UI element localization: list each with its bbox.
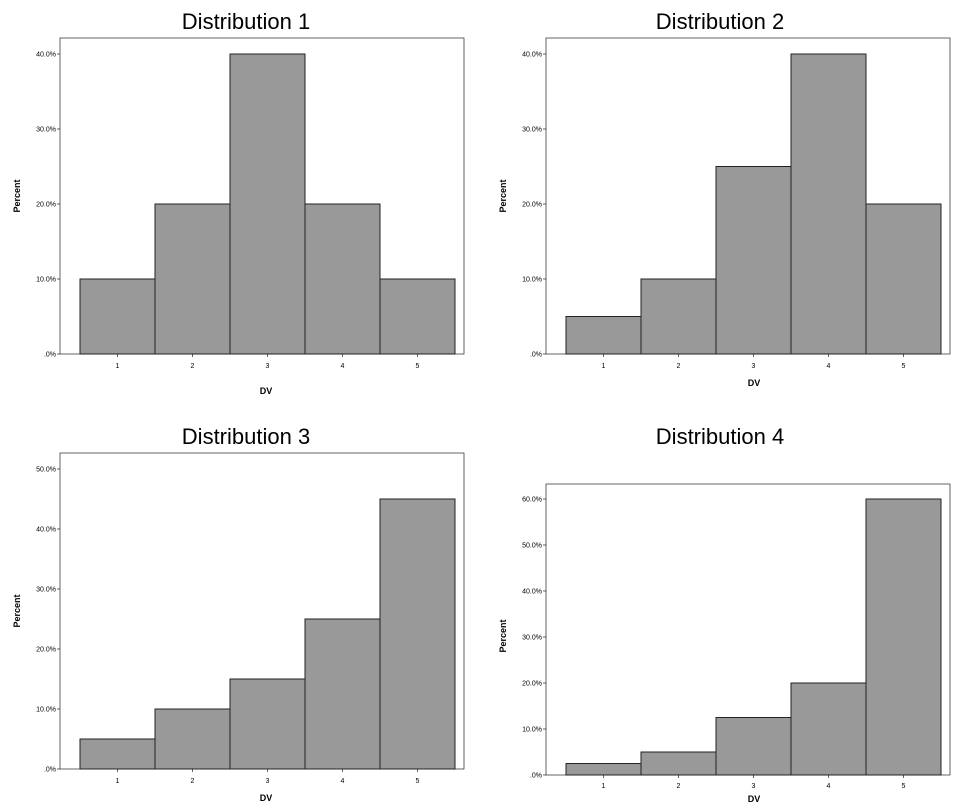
x-tick-label: 5 <box>902 363 906 370</box>
chart-title: Distribution 3 <box>182 424 310 449</box>
bar-3 <box>229 678 306 770</box>
y-tick-label: 50.0% <box>36 467 56 474</box>
y-axis-label: Percent <box>12 594 22 627</box>
x-tick-label: 4 <box>341 363 345 370</box>
bar-3 <box>715 166 792 355</box>
y-tick-label: 40.0% <box>36 52 56 59</box>
y-tick-label: .0% <box>530 773 542 780</box>
chart-title: Distribution 1 <box>182 9 310 34</box>
chart-panel-3: Distribution 3 .0% 10.0% 20.0% 30.0% 40.0% 50… <box>12 424 465 803</box>
bars <box>565 53 942 355</box>
bar-2 <box>640 278 717 355</box>
x-tick-label: 2 <box>191 363 195 370</box>
x-tick-label: 4 <box>827 363 831 370</box>
y-tick-label: 10.0% <box>36 707 56 714</box>
y-tick-label: .0% <box>530 352 542 359</box>
y-tick-label: 30.0% <box>36 587 56 594</box>
x-axis-ticks: 1 2 3 4 5 <box>116 769 420 785</box>
bar-1 <box>565 316 642 355</box>
y-axis-label: Percent <box>498 619 508 652</box>
y-tick-label: 20.0% <box>522 202 542 209</box>
bar-2 <box>154 203 231 355</box>
bar-4 <box>790 53 867 355</box>
y-axis-ticks: .0% 10.0% 20.0% 30.0% 40.0% 50.0% 60.0% <box>522 497 546 780</box>
bar-1 <box>79 738 156 770</box>
x-tick-label: 4 <box>827 783 831 790</box>
x-tick-label: 3 <box>266 363 270 370</box>
y-tick-label: 20.0% <box>36 202 56 209</box>
bars <box>565 498 942 776</box>
x-tick-label: 5 <box>416 363 420 370</box>
y-tick-label: 40.0% <box>522 52 542 59</box>
y-tick-label: 20.0% <box>36 647 56 654</box>
y-tick-label: 10.0% <box>522 727 542 734</box>
bar-4 <box>304 618 381 770</box>
x-tick-label: 2 <box>191 778 195 785</box>
y-tick-label: .0% <box>44 767 56 774</box>
y-tick-label: 40.0% <box>522 589 542 596</box>
x-tick-label: 1 <box>116 363 120 370</box>
bar-2 <box>640 751 717 776</box>
bar-5 <box>865 498 942 776</box>
chart-panel-4: Distribution 4 .0% 10.0% 20.0% 30.0% 40.0% 50… <box>498 424 951 804</box>
bar-1 <box>79 278 156 355</box>
x-tick-label: 3 <box>752 783 756 790</box>
x-axis-label: DV <box>260 793 273 803</box>
y-axis-label: Percent <box>498 179 508 212</box>
bar-4 <box>790 682 867 776</box>
y-tick-label: 30.0% <box>36 127 56 134</box>
y-tick-label: 10.0% <box>522 277 542 284</box>
y-axis-ticks: .0% 10.0% 20.0% 30.0% 40.0% 50.0% <box>36 467 60 774</box>
bar-5 <box>865 203 942 355</box>
y-tick-label: 30.0% <box>522 127 542 134</box>
y-tick-label: 60.0% <box>522 497 542 504</box>
chart-panel-1: Distribution 1 .0% 10.0% 20.0% 30.0% 40.0% 1… <box>12 9 465 396</box>
x-tick-label: 1 <box>602 363 606 370</box>
bar-2 <box>154 708 231 770</box>
y-axis-label: Percent <box>12 179 22 212</box>
x-tick-label: 5 <box>902 783 906 790</box>
bars <box>79 498 456 770</box>
y-tick-label: .0% <box>44 352 56 359</box>
bars <box>79 53 456 355</box>
x-axis-ticks: 1 2 3 4 5 <box>116 354 420 370</box>
bar-3 <box>229 53 306 355</box>
y-tick-label: 10.0% <box>36 277 56 284</box>
chart-title: Distribution 2 <box>656 9 784 34</box>
y-axis-ticks: .0% 10.0% 20.0% 30.0% 40.0% <box>36 52 60 359</box>
x-axis-label: DV <box>748 378 761 388</box>
bar-4 <box>304 203 381 355</box>
x-tick-label: 1 <box>602 783 606 790</box>
bar-5 <box>379 498 456 770</box>
y-tick-label: 50.0% <box>522 543 542 550</box>
x-tick-label: 3 <box>752 363 756 370</box>
x-axis-ticks: 1 2 3 4 5 <box>602 354 906 370</box>
y-tick-label: 40.0% <box>36 527 56 534</box>
y-tick-label: 30.0% <box>522 635 542 642</box>
bar-5 <box>379 278 456 355</box>
x-tick-label: 2 <box>677 363 681 370</box>
bar-3 <box>715 717 792 776</box>
x-tick-label: 3 <box>266 778 270 785</box>
y-tick-label: 20.0% <box>522 681 542 688</box>
x-tick-label: 5 <box>416 778 420 785</box>
chart-panel-2: Distribution 2 .0% 10.0% 20.0% 30.0% 40.0% 1… <box>498 9 951 388</box>
x-tick-label: 1 <box>116 778 120 785</box>
y-axis-ticks: .0% 10.0% 20.0% 30.0% 40.0% <box>522 52 546 359</box>
bar-1 <box>565 763 642 776</box>
x-axis-label: DV <box>748 794 761 804</box>
chart-title: Distribution 4 <box>656 424 784 449</box>
x-axis-label: DV <box>260 386 273 396</box>
x-tick-label: 2 <box>677 783 681 790</box>
x-tick-label: 4 <box>341 778 345 785</box>
x-axis-ticks: 1 2 3 4 5 <box>602 775 906 790</box>
